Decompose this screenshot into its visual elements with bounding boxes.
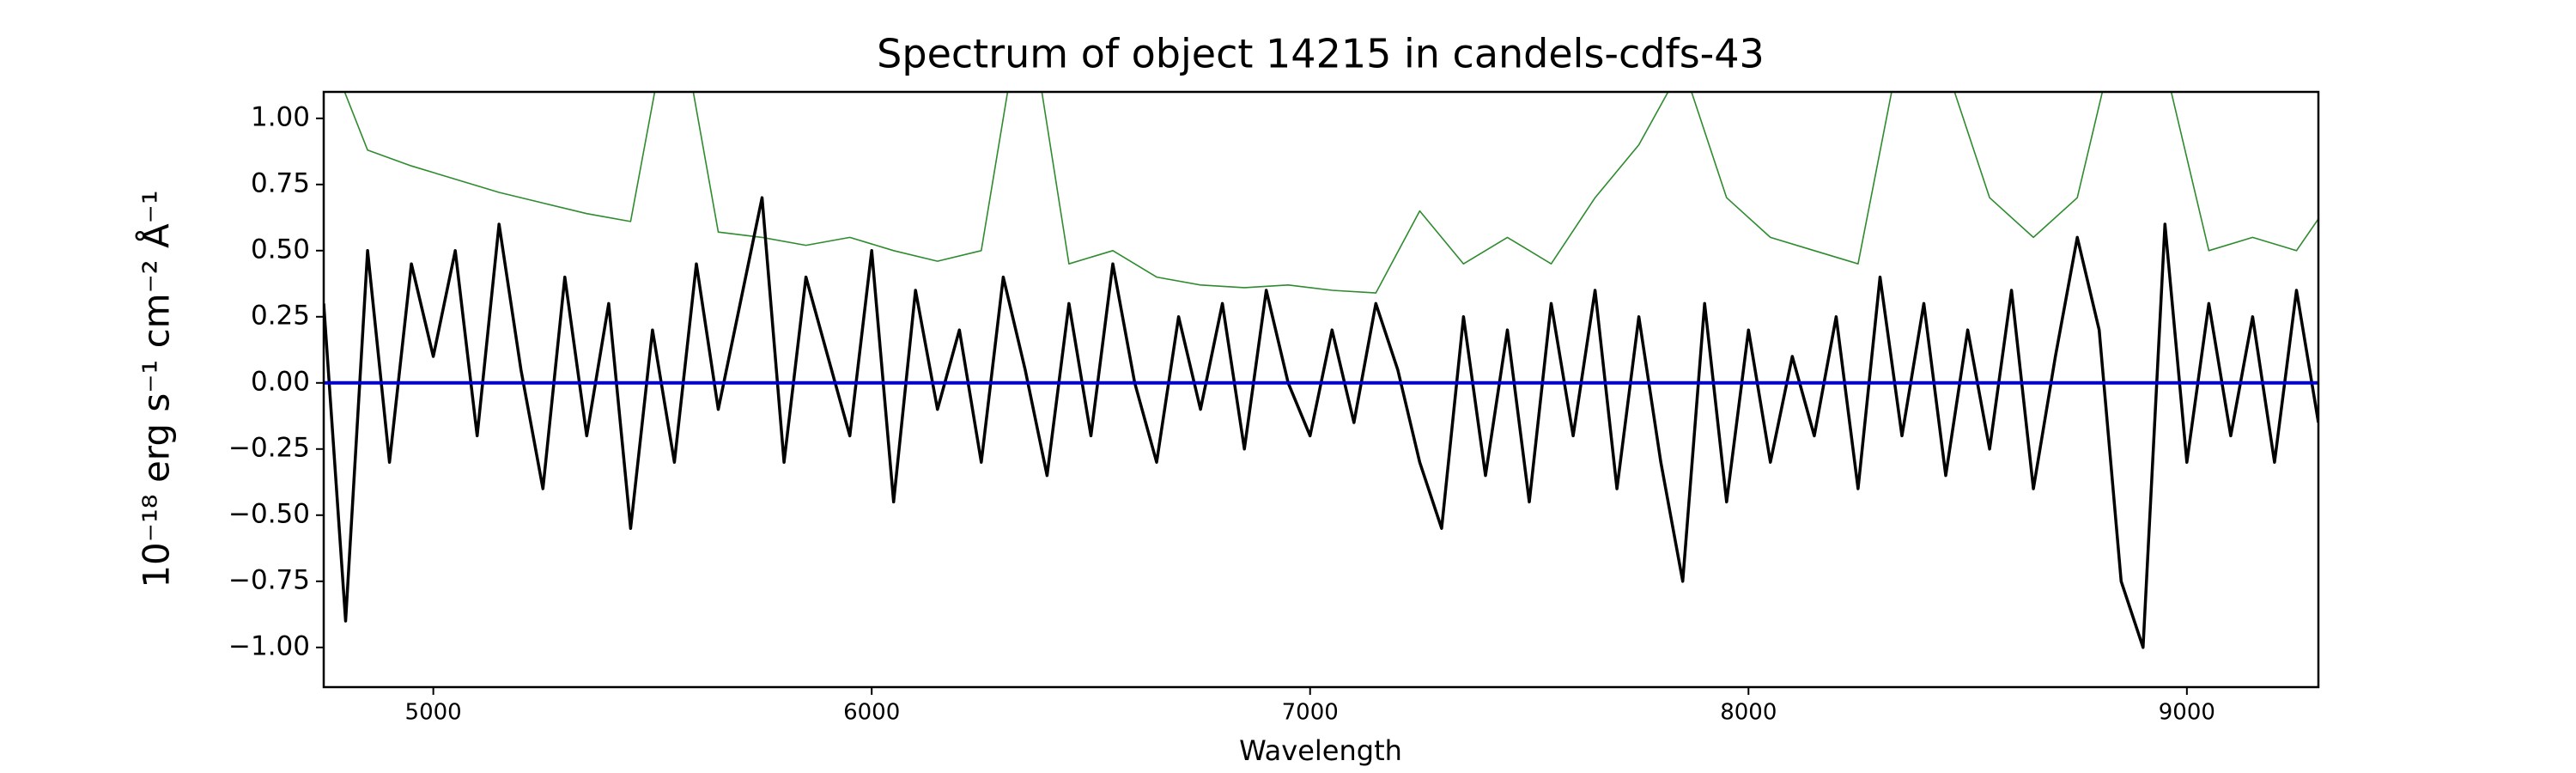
x-tick-label: 9000 [2159,700,2215,726]
y-tick-label: 0.25 [251,300,310,331]
plot-area [324,92,2318,649]
y-tick-label: −0.50 [228,498,310,529]
y-tick-label: −0.75 [228,564,310,595]
spectrum-line [343,92,2318,294]
spectrum-line [324,196,2318,649]
x-tick-label: 5000 [405,700,462,726]
x-axis-label: Wavelength [1239,734,1402,767]
y-tick-label: 0.00 [251,366,310,397]
x-tick-label: 8000 [1720,700,1777,726]
y-tick-label: 0.75 [251,167,310,198]
axes-frame [322,90,2320,689]
y-tick-label: −1.00 [228,630,310,661]
chart-title: Spectrum of object 14215 in candels-cdfs… [877,31,1765,77]
y-axis-label: 10⁻¹⁸ erg s⁻¹ cm⁻² Å⁻¹ [135,190,178,587]
y-tick-label: −0.25 [228,432,310,463]
y-tick-label: 1.00 [251,101,310,132]
x-tick-label: 6000 [843,700,900,726]
y-tick-label: 0.50 [251,234,310,265]
x-tick-label: 7000 [1282,700,1339,726]
